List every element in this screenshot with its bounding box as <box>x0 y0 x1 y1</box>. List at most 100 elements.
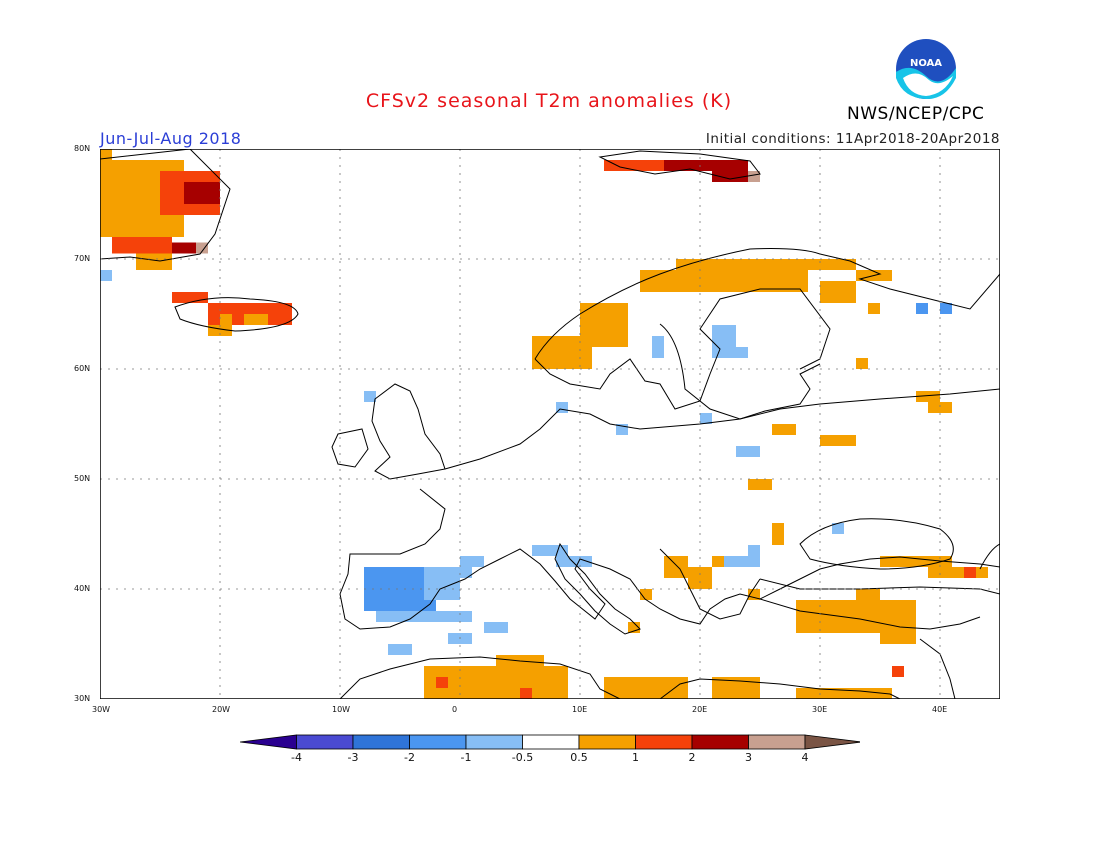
colorbar-segment <box>691 734 749 750</box>
lon-tick-label: 10W <box>332 705 351 714</box>
lon-tick-label: 30E <box>812 705 828 714</box>
colorbar-segment <box>578 734 636 750</box>
anomaly-cell <box>928 402 952 413</box>
anomaly-cell <box>700 413 712 424</box>
anomaly-cell <box>856 358 868 369</box>
colorbar-tick-label: -2 <box>404 751 415 764</box>
anomaly-cell <box>100 270 112 281</box>
anomaly-cell <box>196 242 208 254</box>
anomaly-cell <box>220 314 232 325</box>
anomaly-cell <box>388 644 412 655</box>
anomaly-cell <box>184 182 220 204</box>
anomaly-cell <box>664 160 748 171</box>
anomaly-cell <box>724 556 760 567</box>
lon-tick-label: 40E <box>932 705 948 714</box>
anomaly-cell <box>244 314 268 325</box>
colorbar-segment <box>240 734 297 750</box>
colorbar-tick-label: -1 <box>460 751 472 764</box>
anomaly-cell <box>796 688 892 699</box>
noaa-logo-icon: NOAA <box>896 39 956 100</box>
colorbar-segment <box>465 734 523 750</box>
colorbar-tick-label: 2 <box>688 751 696 764</box>
colorbar-segment <box>296 734 354 750</box>
colorbar-tick-label: -0.5 <box>511 751 534 764</box>
anomaly-cell <box>376 611 472 622</box>
anomaly-cell <box>436 677 448 688</box>
anomaly-cell <box>964 567 976 578</box>
anomaly-cell <box>604 160 664 171</box>
anomaly-cell <box>460 556 484 567</box>
anomaly-cell <box>820 611 880 622</box>
colorbar-segment <box>409 734 467 750</box>
anomaly-cell <box>748 545 760 556</box>
anomaly-cell <box>100 149 112 160</box>
anomaly-cell <box>580 303 628 347</box>
anomaly-cell <box>892 666 904 677</box>
anomaly-cell <box>772 523 784 545</box>
anomaly-cell <box>436 567 472 578</box>
lon-tick-label: 10E <box>572 705 588 714</box>
organization-label: NWS/NCEP/CPC <box>847 104 985 124</box>
anomaly-cell <box>904 556 952 567</box>
anomaly-cell <box>832 523 844 534</box>
lat-tick-label: 50N <box>74 474 91 483</box>
lon-tick-label: 0 <box>452 705 458 714</box>
anomaly-cell <box>532 545 568 556</box>
anomaly-cell <box>208 325 232 336</box>
anomaly-cell <box>916 391 940 402</box>
anomaly-cell <box>520 688 532 699</box>
colorbar-segment <box>522 734 580 750</box>
forecast-period: Jun-Jul-Aug 2018 <box>100 129 242 148</box>
anomaly-cell <box>688 567 712 589</box>
anomaly-cell <box>172 292 208 303</box>
anomaly-cell <box>652 347 664 358</box>
colorbar-segment <box>804 734 860 750</box>
anomaly-cell <box>640 589 652 600</box>
anomaly-map <box>100 149 1000 699</box>
anomaly-cell <box>724 347 748 358</box>
lat-tick-label: 80N <box>74 144 91 153</box>
colorbar-segment <box>748 734 806 750</box>
coastlines <box>100 149 1000 699</box>
colorbar-segment <box>352 734 410 750</box>
anomaly-cell <box>976 567 988 578</box>
anomaly-cell <box>364 391 376 402</box>
anomaly-cell <box>712 171 748 182</box>
colorbar-tick-label: 4 <box>801 751 809 764</box>
anomaly-cell <box>172 242 196 254</box>
logo-text: NOAA <box>910 58 942 69</box>
chart-title: CFSv2 seasonal T2m anomalies (K) <box>365 90 733 112</box>
anomaly-cell <box>664 556 688 578</box>
anomaly-cell <box>880 622 916 644</box>
anomaly-cell <box>112 237 172 254</box>
initial-conditions: Initial conditions: 11Apr2018-20Apr2018 <box>705 131 1000 147</box>
anomaly-cell <box>136 253 172 270</box>
anomaly-cell <box>676 259 856 270</box>
anomaly-cell <box>916 303 928 314</box>
colorbar-tick-label: 1 <box>632 751 639 764</box>
anomaly-cell <box>628 622 640 633</box>
colorbar-segment <box>635 734 693 750</box>
anomaly-cell <box>640 270 808 292</box>
colorbar-tick-label: -4 <box>291 751 302 764</box>
anomaly-cell <box>556 402 568 413</box>
anomaly-cell <box>820 435 856 446</box>
lat-tick-label: 30N <box>74 694 91 703</box>
lat-lon-grid <box>100 149 1000 699</box>
anomaly-cell <box>940 303 952 314</box>
anomaly-cell <box>616 424 628 435</box>
anomaly-cell <box>748 479 772 490</box>
lat-tick-label: 40N <box>74 584 91 593</box>
colorbar-tick-label: 0.5 <box>570 751 588 764</box>
lat-tick-label: 60N <box>74 364 91 373</box>
anomaly-cell <box>652 336 664 347</box>
anomaly-cell <box>736 446 760 457</box>
anomaly-cells <box>100 149 988 699</box>
anomaly-cell <box>928 567 964 578</box>
anomaly-cell <box>748 171 760 182</box>
lon-tick-label: 20W <box>212 705 231 714</box>
anomaly-cell <box>820 281 856 303</box>
colorbar-tick-label: -3 <box>347 751 359 764</box>
anomaly-cell <box>880 556 904 567</box>
colorbar-tick-label: 3 <box>745 751 752 764</box>
